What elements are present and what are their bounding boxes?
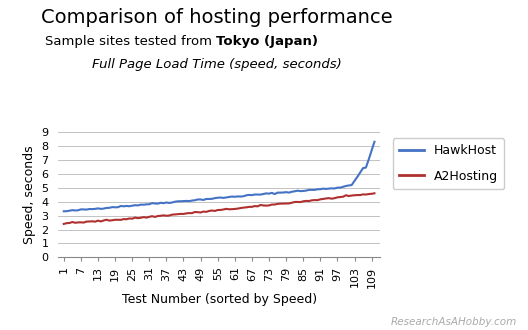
HawkHost <box>351 179 357 183</box>
A2Hosting <box>371 191 378 195</box>
A2Hosting <box>280 202 286 206</box>
HawkHost <box>363 166 369 170</box>
Legend: HawkHost, A2Hosting: HawkHost, A2Hosting <box>393 138 504 189</box>
Text: Comparison of hosting performance: Comparison of hosting performance <box>41 8 392 27</box>
Y-axis label: Speed, seconds: Speed, seconds <box>23 146 36 244</box>
Text: ResearchAsAHobby.com: ResearchAsAHobby.com <box>391 317 517 327</box>
HawkHost <box>280 190 286 194</box>
X-axis label: Test Number (sorted by Speed): Test Number (sorted by Speed) <box>121 293 317 306</box>
A2Hosting <box>152 215 158 219</box>
HawkHost <box>152 202 158 206</box>
HawkHost <box>212 196 218 200</box>
Text: Sample sites tested from: Sample sites tested from <box>45 35 216 48</box>
A2Hosting <box>351 193 357 197</box>
HawkHost <box>203 197 210 201</box>
Text: Tokyo (Japan): Tokyo (Japan) <box>216 35 318 48</box>
A2Hosting <box>212 209 218 213</box>
A2Hosting <box>203 210 210 214</box>
Line: A2Hosting: A2Hosting <box>64 193 374 224</box>
A2Hosting <box>363 193 369 197</box>
Line: HawkHost: HawkHost <box>64 142 374 211</box>
A2Hosting <box>61 222 67 226</box>
HawkHost <box>61 209 67 213</box>
Text: Full Page Load Time (speed, seconds): Full Page Load Time (speed, seconds) <box>91 58 342 71</box>
HawkHost <box>371 140 378 144</box>
